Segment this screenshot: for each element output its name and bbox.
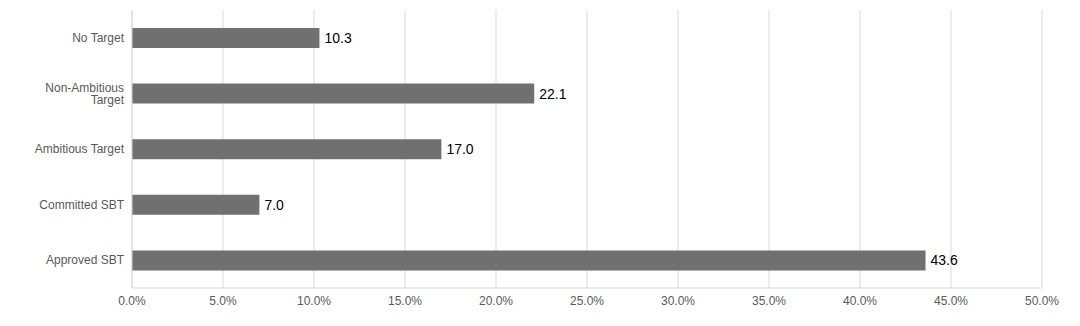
svg-text:43.6: 43.6 bbox=[931, 252, 958, 268]
svg-text:10.3: 10.3 bbox=[324, 30, 351, 46]
svg-text:Committed SBT: Committed SBT bbox=[39, 198, 124, 212]
svg-text:20.0%: 20.0% bbox=[479, 294, 513, 308]
svg-text:7.0: 7.0 bbox=[264, 197, 284, 213]
svg-text:17.0: 17.0 bbox=[446, 141, 473, 157]
svg-text:0.0%: 0.0% bbox=[118, 294, 146, 308]
svg-text:45.0%: 45.0% bbox=[934, 294, 968, 308]
svg-text:22.1: 22.1 bbox=[539, 86, 566, 102]
svg-text:50.0%: 50.0% bbox=[1025, 294, 1059, 308]
svg-text:15.0%: 15.0% bbox=[388, 294, 422, 308]
svg-text:5.0%: 5.0% bbox=[209, 294, 237, 308]
svg-text:30.0%: 30.0% bbox=[661, 294, 695, 308]
svg-text:Approved SBT: Approved SBT bbox=[46, 253, 125, 267]
svg-text:10.0%: 10.0% bbox=[297, 294, 331, 308]
svg-text:40.0%: 40.0% bbox=[843, 294, 877, 308]
svg-text:No Target: No Target bbox=[72, 31, 124, 45]
svg-text:Non-AmbitiousTarget: Non-AmbitiousTarget bbox=[45, 81, 124, 107]
svg-text:Ambitious Target: Ambitious Target bbox=[35, 142, 125, 156]
svg-text:35.0%: 35.0% bbox=[752, 294, 786, 308]
svg-text:25.0%: 25.0% bbox=[570, 294, 604, 308]
